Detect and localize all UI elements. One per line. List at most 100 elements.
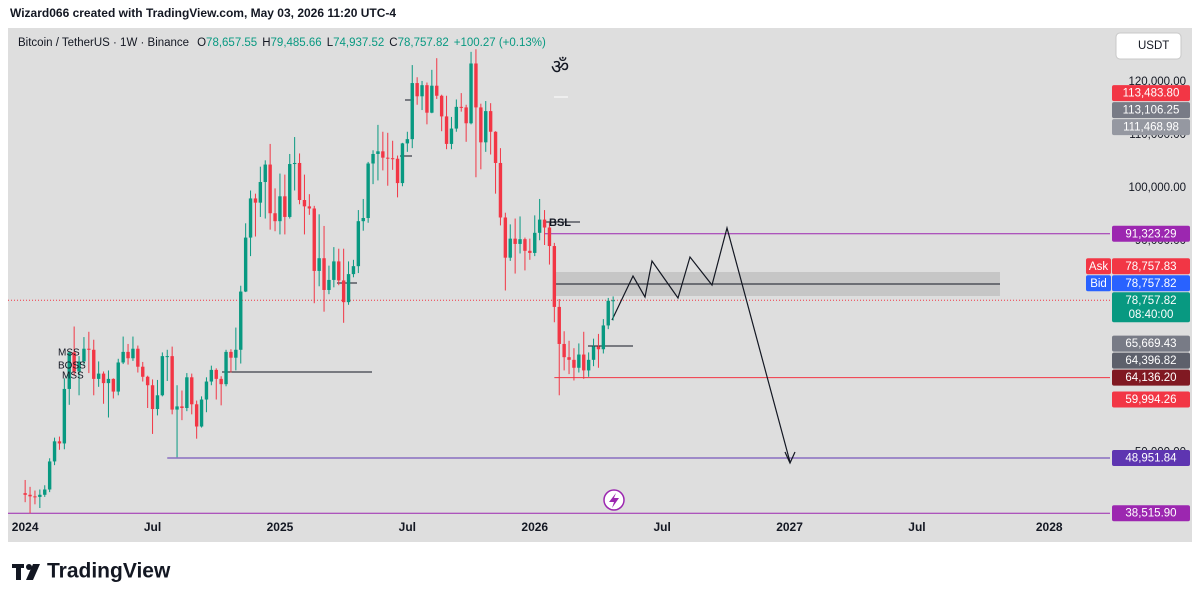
candle-body bbox=[552, 246, 557, 307]
x-tick-label: 2025 bbox=[267, 520, 294, 534]
candle-body bbox=[567, 357, 571, 360]
legend-title: Bitcoin / TetherUS · 1W · Binance bbox=[18, 37, 189, 49]
candle-body bbox=[572, 359, 576, 368]
legend: Bitcoin / TetherUS · 1W · Binance O78,657… bbox=[18, 37, 546, 49]
x-tick-label: Jul bbox=[399, 520, 416, 534]
price-badge-label: 111,468.98 bbox=[1123, 122, 1179, 134]
candle-body bbox=[577, 354, 581, 368]
candle-body bbox=[209, 369, 214, 382]
candle-body bbox=[386, 157, 390, 159]
brand-logo bbox=[12, 564, 40, 580]
candle-body bbox=[214, 369, 218, 379]
price-badge bbox=[1112, 505, 1190, 522]
annotation: MSS bbox=[62, 371, 84, 382]
annotation: BOSS bbox=[58, 361, 86, 372]
price-badge-label: 59,994.26 bbox=[1125, 394, 1176, 406]
candle-body bbox=[601, 325, 606, 350]
candle-body bbox=[341, 280, 346, 303]
candle-body bbox=[537, 219, 542, 233]
price-badge bbox=[1112, 335, 1190, 352]
candle-body bbox=[611, 300, 615, 302]
price-badge bbox=[1112, 275, 1190, 292]
candle-body bbox=[361, 218, 365, 222]
candle-body bbox=[484, 111, 488, 143]
candle-body bbox=[28, 494, 32, 497]
price-badge-label: 113,483.80 bbox=[1123, 88, 1180, 100]
legend-key: H bbox=[262, 37, 270, 49]
price-badge-label: 64,136.20 bbox=[1125, 372, 1176, 384]
legend-key: L bbox=[327, 37, 334, 49]
candle-body bbox=[307, 206, 312, 209]
candle-body bbox=[258, 182, 263, 203]
logo-part bbox=[16, 564, 21, 580]
candle-body bbox=[469, 63, 473, 124]
annotation: BSL bbox=[549, 217, 571, 229]
price-badge-label: 38,515.90 bbox=[1125, 508, 1176, 520]
candle-body bbox=[77, 361, 81, 372]
currency-label: USDT bbox=[1138, 40, 1169, 52]
price-badge-label: 78,757.83 bbox=[1125, 261, 1176, 273]
y-tick-label: 120,000.00 bbox=[1128, 76, 1186, 88]
candle-body bbox=[160, 356, 165, 396]
annotation: MSS bbox=[58, 348, 80, 359]
candle-body bbox=[591, 346, 596, 360]
logo-part bbox=[26, 564, 32, 570]
candle-body bbox=[454, 106, 459, 129]
candle-body bbox=[253, 198, 258, 203]
candle-body bbox=[479, 107, 483, 143]
candle-body bbox=[180, 406, 184, 408]
candle-body bbox=[493, 131, 498, 163]
candle-body bbox=[283, 196, 287, 217]
price-badge-tag bbox=[1086, 258, 1111, 275]
candle-body bbox=[332, 261, 336, 280]
candle-body bbox=[292, 162, 297, 165]
candle-body bbox=[381, 151, 385, 158]
candle-body bbox=[366, 163, 370, 219]
price-badge bbox=[1112, 102, 1190, 119]
candle-body bbox=[312, 208, 316, 271]
candle-body bbox=[302, 200, 307, 207]
candle-body bbox=[62, 388, 67, 444]
candle-body bbox=[131, 348, 135, 359]
header-text: Wizard066 created with TradingView.com, … bbox=[10, 6, 396, 20]
x-tick-label: 2028 bbox=[1036, 520, 1063, 534]
candle-body bbox=[533, 232, 537, 253]
candle-body bbox=[150, 385, 155, 410]
candle-body bbox=[528, 250, 532, 253]
candle-body bbox=[322, 258, 326, 290]
legend-value: 78,657.55 bbox=[206, 37, 257, 49]
candle-body bbox=[145, 376, 150, 386]
candle-body bbox=[126, 351, 130, 359]
candle-body bbox=[185, 377, 189, 408]
price-badge-label: 78,757.82 bbox=[1125, 278, 1176, 290]
currency-button[interactable] bbox=[1115, 32, 1182, 60]
candle-body bbox=[248, 198, 253, 238]
candle-body bbox=[415, 83, 419, 97]
price-badge bbox=[1112, 369, 1190, 386]
price-badge bbox=[1112, 85, 1190, 102]
legend-change: +100.27 (+0.13%) bbox=[454, 37, 546, 49]
candle-body bbox=[405, 139, 410, 144]
candle-body bbox=[175, 406, 179, 410]
brand-name: TradingView bbox=[47, 560, 171, 583]
candle-body bbox=[96, 373, 101, 379]
price-badge bbox=[1112, 449, 1190, 466]
projection-path bbox=[611, 225, 791, 463]
candle-body bbox=[101, 373, 106, 384]
price-badge bbox=[1112, 292, 1190, 323]
candle-body bbox=[474, 63, 478, 108]
price-badge-label: 91,323.29 bbox=[1125, 228, 1176, 240]
layer bbox=[8, 233, 1110, 514]
candle-body bbox=[268, 164, 272, 214]
logo-part bbox=[26, 564, 40, 580]
arrow-head bbox=[784, 451, 796, 465]
candle-body bbox=[376, 151, 380, 154]
candle-body bbox=[288, 164, 292, 217]
candle-body bbox=[488, 111, 493, 132]
candle-body bbox=[38, 494, 42, 497]
legend-key: C bbox=[389, 37, 397, 49]
candle-body bbox=[87, 348, 91, 350]
legend-value: 79,485.66 bbox=[271, 37, 322, 49]
candle-body bbox=[503, 217, 508, 258]
